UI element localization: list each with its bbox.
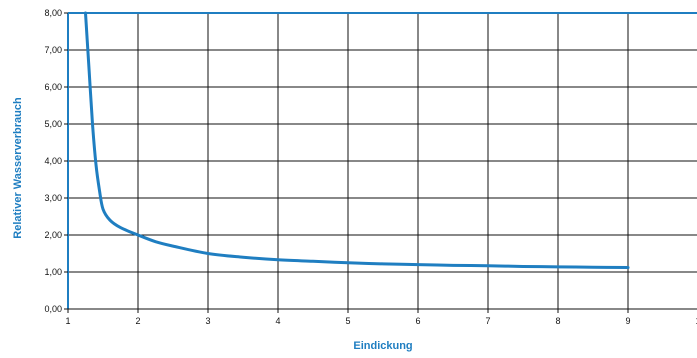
x-tick-label: 9 <box>625 316 630 326</box>
x-tick-label: 1 <box>695 316 697 326</box>
y-tick-label: 2,00 <box>44 230 62 240</box>
y-tick-label: 0,00 <box>44 304 62 314</box>
series-line <box>84 11 630 270</box>
y-tick-label: 7,00 <box>44 45 62 55</box>
x-tick-label: 3 <box>205 316 210 326</box>
x-axis-ticks: 1 2 3 4 5 6 7 8 9 1 <box>65 309 697 326</box>
y-tick-label: 8,00 <box>44 8 62 18</box>
x-tick-label: 4 <box>275 316 280 326</box>
x-axis-title: Eindickung <box>353 340 412 352</box>
y-tick-label: 1,00 <box>44 267 62 277</box>
y-tick-label: 4,00 <box>44 156 62 166</box>
x-tick-label: 7 <box>485 316 490 326</box>
x-tick-label: 8 <box>555 316 560 326</box>
y-axis-title: Relativer Wasserverbrauch <box>12 97 24 239</box>
x-tick-label: 1 <box>65 316 70 326</box>
x-tick-label: 2 <box>135 316 140 326</box>
grid-lines <box>68 13 697 309</box>
x-tick-label: 6 <box>415 316 420 326</box>
y-axis-ticks: 0,00 1,00 2,00 3,00 4,00 5,00 6,00 7,00 8,00 <box>44 8 68 314</box>
y-tick-label: 5,00 <box>44 119 62 129</box>
y-tick-label: 3,00 <box>44 193 62 203</box>
x-tick-label: 5 <box>345 316 350 326</box>
y-tick-label: 6,00 <box>44 82 62 92</box>
series-layer <box>84 11 630 270</box>
